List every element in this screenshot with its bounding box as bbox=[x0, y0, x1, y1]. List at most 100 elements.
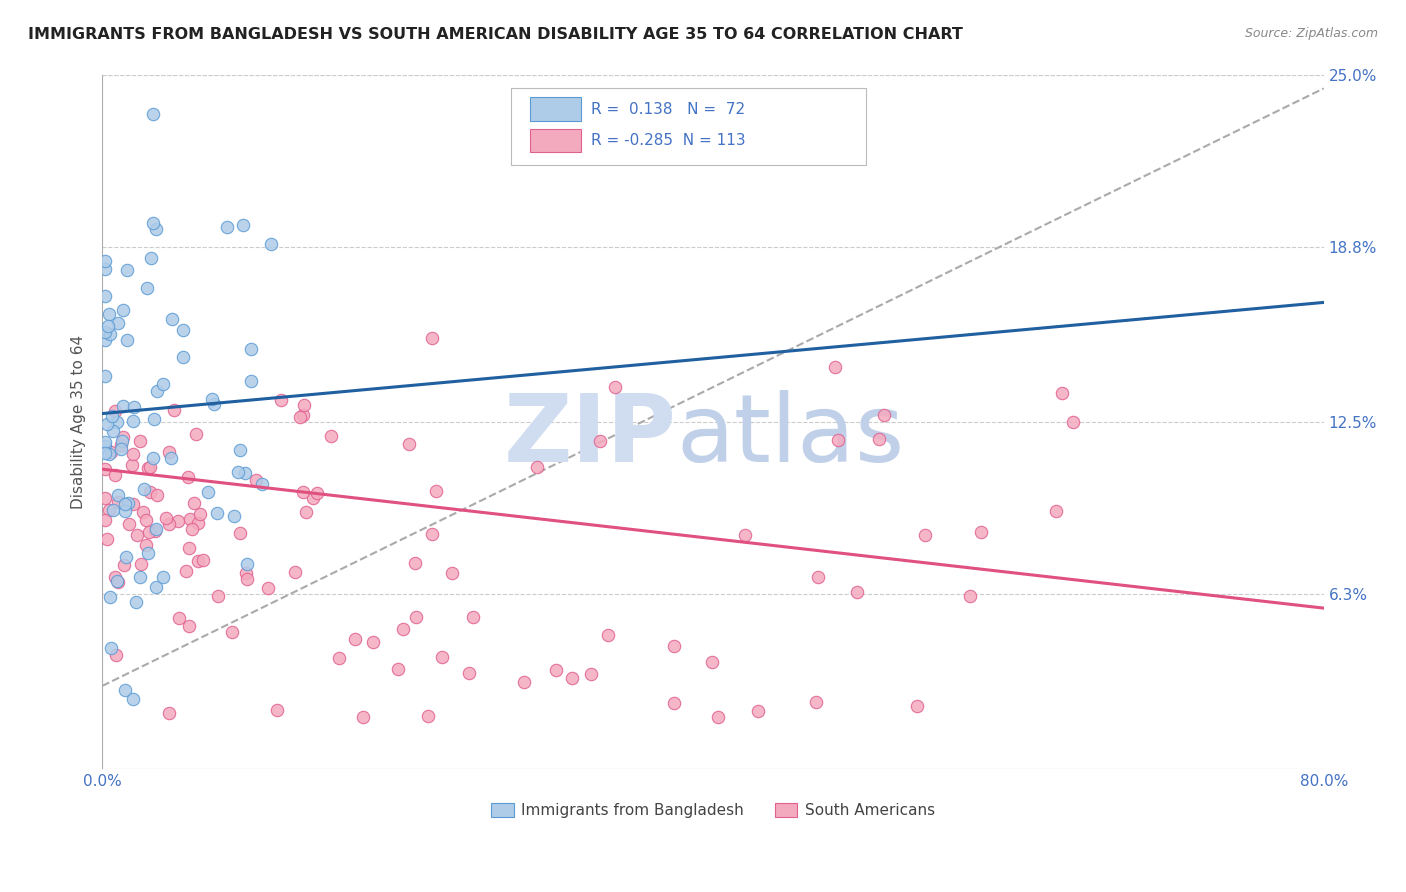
Y-axis label: Disability Age 35 to 64: Disability Age 35 to 64 bbox=[72, 334, 86, 509]
Point bbox=[96, 417, 118, 432]
Point bbox=[361, 635, 384, 649]
Point bbox=[142, 216, 165, 230]
Point bbox=[104, 569, 127, 583]
Point bbox=[152, 376, 174, 391]
Point bbox=[138, 524, 160, 539]
Point bbox=[125, 528, 148, 542]
Point bbox=[405, 610, 427, 624]
Point bbox=[873, 408, 896, 422]
Point bbox=[252, 476, 274, 491]
Point bbox=[969, 524, 991, 539]
Point bbox=[94, 439, 117, 453]
Point bbox=[200, 392, 222, 406]
Point bbox=[112, 430, 135, 444]
Point bbox=[181, 522, 204, 536]
Point bbox=[747, 704, 769, 718]
Text: IMMIGRANTS FROM BANGLADESH VS SOUTH AMERICAN DISABILITY AGE 35 TO 64 CORRELATION: IMMIGRANTS FROM BANGLADESH VS SOUTH AMER… bbox=[28, 27, 963, 42]
Point bbox=[129, 570, 152, 584]
FancyBboxPatch shape bbox=[530, 128, 581, 153]
Point bbox=[846, 585, 869, 599]
Point bbox=[457, 666, 479, 681]
Point bbox=[959, 589, 981, 603]
Point bbox=[235, 566, 257, 581]
Point bbox=[662, 640, 685, 654]
Point bbox=[121, 692, 143, 706]
Point bbox=[700, 655, 723, 669]
Point bbox=[392, 623, 415, 637]
Point bbox=[827, 433, 849, 447]
Point bbox=[188, 507, 211, 521]
Point bbox=[561, 671, 583, 685]
Point bbox=[94, 254, 117, 268]
Point bbox=[104, 403, 127, 417]
Point bbox=[101, 424, 124, 438]
Point bbox=[914, 527, 936, 541]
Text: R = -0.285  N = 113: R = -0.285 N = 113 bbox=[591, 133, 745, 148]
Point bbox=[256, 581, 278, 595]
Point bbox=[135, 538, 157, 552]
Point bbox=[868, 432, 890, 446]
Point bbox=[104, 648, 127, 662]
Point bbox=[107, 488, 129, 502]
Point bbox=[288, 409, 311, 424]
Point bbox=[420, 331, 443, 345]
Point bbox=[229, 442, 252, 457]
Point bbox=[111, 399, 134, 413]
Point bbox=[266, 703, 288, 717]
Point bbox=[526, 460, 548, 475]
Point bbox=[94, 325, 117, 339]
Point bbox=[167, 611, 190, 625]
Point bbox=[152, 570, 174, 584]
Point bbox=[177, 541, 200, 555]
Point bbox=[441, 566, 464, 581]
Point bbox=[98, 446, 121, 460]
Point bbox=[110, 442, 132, 457]
Point bbox=[292, 398, 315, 412]
Point bbox=[236, 573, 259, 587]
Point bbox=[145, 522, 167, 536]
Point bbox=[166, 514, 188, 528]
Point bbox=[112, 558, 135, 573]
Point bbox=[138, 459, 160, 474]
Point bbox=[1045, 504, 1067, 518]
FancyBboxPatch shape bbox=[512, 88, 866, 165]
Point bbox=[118, 516, 141, 531]
Point bbox=[100, 409, 122, 423]
Point bbox=[94, 334, 117, 348]
Point bbox=[226, 465, 249, 479]
Point bbox=[97, 502, 120, 516]
Point bbox=[202, 397, 225, 411]
Point bbox=[232, 218, 254, 232]
Point bbox=[307, 486, 329, 500]
Point bbox=[404, 556, 426, 570]
Point bbox=[603, 380, 626, 394]
Point bbox=[177, 469, 200, 483]
Point bbox=[145, 221, 167, 235]
Point bbox=[145, 488, 167, 502]
Point bbox=[259, 236, 281, 251]
Point bbox=[176, 564, 198, 578]
Point bbox=[229, 525, 252, 540]
Point bbox=[159, 450, 181, 465]
Point bbox=[107, 574, 129, 588]
Point bbox=[94, 435, 117, 450]
Point bbox=[117, 496, 139, 510]
Point bbox=[94, 491, 117, 505]
Point bbox=[114, 504, 136, 518]
Point bbox=[111, 434, 134, 449]
Point bbox=[430, 649, 453, 664]
Point bbox=[177, 619, 200, 633]
Point bbox=[319, 429, 342, 443]
Point bbox=[207, 506, 229, 520]
Point bbox=[905, 699, 928, 714]
Point bbox=[94, 513, 117, 527]
Point bbox=[328, 651, 350, 665]
Point bbox=[111, 303, 134, 318]
Point bbox=[163, 403, 186, 417]
Point bbox=[352, 709, 374, 723]
Point bbox=[98, 307, 121, 321]
Point bbox=[292, 409, 315, 423]
Point bbox=[97, 318, 120, 333]
Point bbox=[1050, 385, 1073, 400]
Point bbox=[141, 252, 163, 266]
